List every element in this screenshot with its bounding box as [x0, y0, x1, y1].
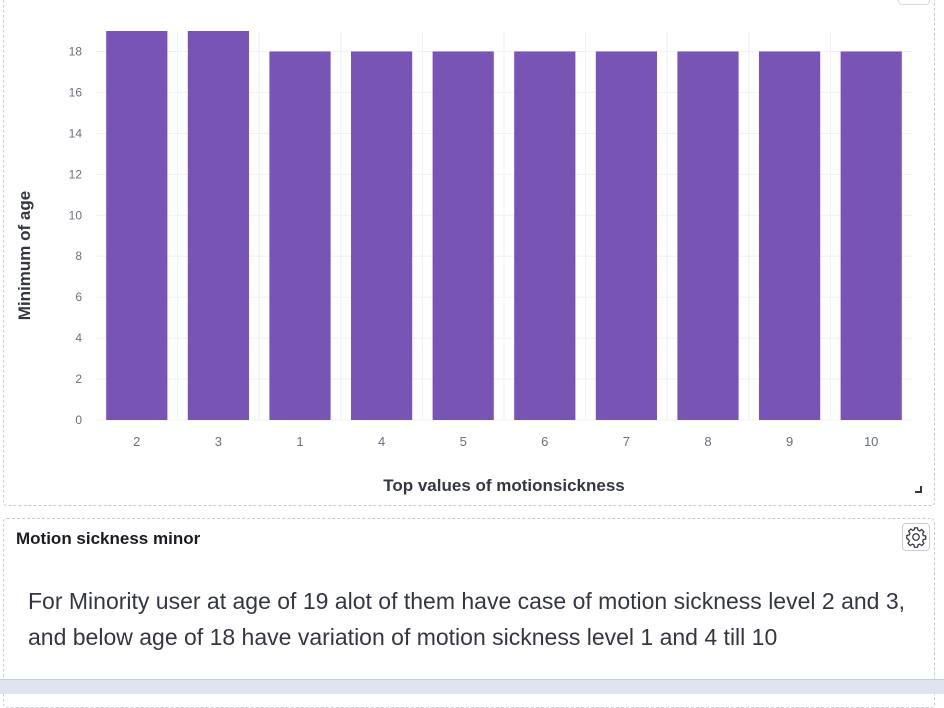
gear-icon — [906, 527, 927, 548]
x-tick-label: 10 — [864, 434, 878, 449]
x-tick-label: 4 — [378, 434, 385, 449]
x-tick-label: 6 — [541, 434, 548, 449]
bar — [677, 51, 739, 420]
x-tick-label: 3 — [215, 434, 222, 449]
x-tick-label: 5 — [460, 434, 467, 449]
y-tick-label: 18 — [69, 44, 83, 58]
bar — [840, 51, 902, 420]
y-tick-label: 4 — [75, 331, 82, 345]
bar — [106, 31, 168, 420]
x-tick-label: 1 — [296, 434, 303, 449]
x-tick-label: 2 — [133, 434, 140, 449]
settings-button[interactable] — [902, 523, 930, 551]
panel-options-button[interactable] — [898, 0, 930, 5]
note-text: For Minority user at age of 19 alot of t… — [28, 588, 906, 650]
resize-handle[interactable] — [915, 486, 922, 493]
bar — [514, 51, 576, 420]
bar — [432, 51, 494, 420]
bar — [595, 51, 657, 420]
bar — [351, 51, 413, 420]
x-axis-title: Top values of motionsickness — [383, 476, 625, 495]
x-tick-label: 8 — [704, 434, 711, 449]
panel-title: Motion sickness minor — [16, 529, 201, 548]
y-tick-label: 12 — [69, 167, 83, 181]
bottom-scroll-bar — [0, 679, 944, 694]
bar — [269, 51, 331, 420]
bar — [759, 51, 821, 420]
note-panel: Motion sickness minor For Minority user … — [3, 518, 935, 708]
y-tick-label: 2 — [75, 372, 82, 386]
x-tick-label: 9 — [786, 434, 793, 449]
y-tick-label: 8 — [75, 249, 82, 263]
x-tick-label: 7 — [623, 434, 630, 449]
y-tick-label: 14 — [69, 126, 83, 140]
bar — [187, 31, 249, 420]
y-tick-label: 16 — [69, 85, 83, 99]
chart-panel: 0 2 4 6 8 10 12 14 16 18 2 3 1 4 5 6 7 8 9 10 Top values of … — [3, 0, 935, 506]
y-tick-label: 0 — [75, 413, 82, 427]
y-tick-label: 6 — [75, 290, 82, 304]
y-axis-title: Minimum of age — [15, 191, 34, 320]
y-tick-label: 10 — [69, 208, 83, 222]
